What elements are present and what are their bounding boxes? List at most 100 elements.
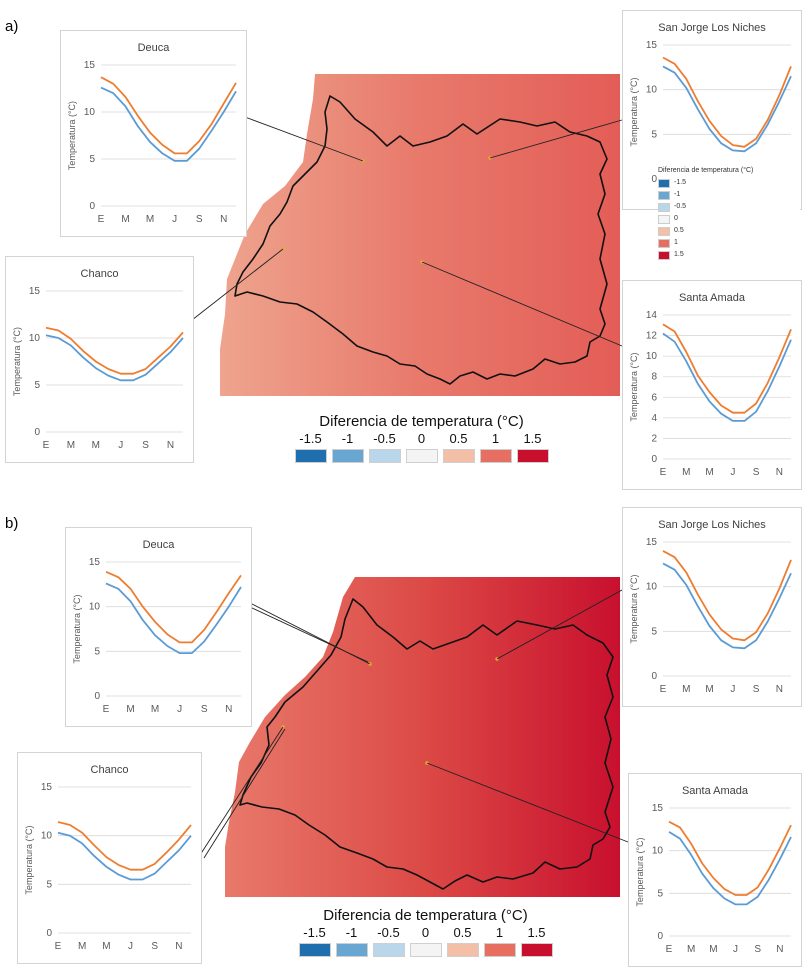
y-tick-label: 0: [94, 691, 100, 702]
legend-label: 0.5: [453, 925, 472, 940]
map-a: [220, 74, 620, 396]
legend-swatch: [331, 449, 364, 463]
legend-label: -1: [345, 925, 358, 940]
mini-legend-row: 0.5: [658, 225, 800, 237]
chart-chanco-a: Chanco 0 5 10 15 E M M J S N Temperatura (°C): [5, 256, 194, 463]
legend-label: 0: [421, 925, 430, 940]
leader-line: [426, 762, 629, 843]
leader-line: [489, 119, 623, 159]
mini-legend-row: -0.5: [658, 201, 800, 213]
series-line: [57, 831, 192, 881]
chart-title: Santa Amada: [679, 292, 746, 304]
mini-legend-swatch: [658, 250, 670, 260]
x-tick-label: S: [754, 944, 761, 955]
x-tick-label: E: [43, 440, 50, 451]
y-tick-label: 2: [651, 433, 657, 444]
x-tick-label: N: [220, 214, 227, 225]
y-tick-label: 0: [651, 671, 657, 682]
y-tick-label: 15: [646, 40, 658, 51]
chart-svg: Chanco 0 5 10 15 E M M J S N Temperatura (°C): [24, 764, 192, 952]
mini-legend-swatch: [658, 226, 670, 236]
x-tick-label: M: [102, 941, 110, 952]
legend-label: -0.5: [373, 431, 396, 446]
x-tick-label: M: [78, 941, 86, 952]
mini-legend-label: -1: [674, 191, 681, 198]
y-tick-label: 4: [651, 413, 657, 424]
y-tick-label: 10: [89, 602, 101, 613]
chart-svg: San Jorge Los Niches051015EMMJSNTemperat…: [629, 22, 792, 198]
series-line: [45, 326, 184, 375]
mini-legend-swatch: [658, 238, 670, 248]
map-b: [225, 577, 620, 897]
x-tick-label: M: [687, 944, 695, 955]
chart-title: Deuca: [138, 42, 171, 54]
series-line: [57, 821, 192, 871]
legend-label: 0: [417, 431, 426, 446]
x-tick-label: M: [67, 440, 75, 451]
x-tick-label: J: [128, 941, 133, 952]
x-tick-label: E: [103, 704, 110, 715]
mini-legend-label: -0.5: [674, 203, 687, 210]
y-tick-label: 5: [94, 646, 100, 657]
x-tick-label: M: [126, 704, 134, 715]
series-line: [662, 332, 792, 422]
y-axis-label: Temperatura (°C): [12, 327, 22, 396]
x-tick-label: E: [55, 941, 62, 952]
leader-line: [199, 726, 284, 856]
region-boundary: [239, 598, 614, 890]
chart-santa-amada-a: Santa Amada 0 2 4 6 8 10 12 14 E M M J S N Temperatura …: [622, 280, 802, 490]
leader-line: [191, 248, 284, 321]
legend-label: -1.5: [303, 925, 326, 940]
x-tick-label: N: [776, 684, 783, 695]
x-tick-label: J: [177, 704, 182, 715]
panel-a-label: a): [5, 18, 19, 35]
y-tick-label: 5: [657, 888, 663, 899]
x-tick-label: M: [146, 214, 154, 225]
chart-svg: Deuca 0 5 10 15 E M M J S N Temperatura (°C): [67, 42, 237, 225]
legend-swatch: [298, 943, 331, 957]
chart-title: Santa Amada: [682, 785, 749, 797]
x-tick-label: M: [705, 467, 713, 478]
chart-title: Chanco: [91, 764, 129, 776]
series-line: [45, 334, 184, 382]
y-tick-label: 5: [651, 129, 657, 140]
y-axis-label: Temperatura (°C): [635, 837, 645, 906]
map-legend-a: Diferencia de temperatura (°C) -1.5 -1 -…: [292, 413, 551, 463]
series-line: [668, 820, 792, 896]
y-tick-label: 15: [646, 537, 658, 548]
legend-swatch: [335, 943, 368, 957]
x-tick-label: M: [121, 214, 129, 225]
series-line: [105, 570, 242, 644]
legend-swatch: [405, 449, 438, 463]
chart-title: San Jorge Los Niches: [658, 22, 766, 34]
legend-swatch: [483, 943, 516, 957]
chart-svg: Santa Amada 0 2 4 6 8 10 12 14 E M M J S N Temperatura …: [629, 292, 792, 478]
mini-legend-row: -1: [658, 189, 800, 201]
chart-svg: Chanco 0 5 10 15 E M M J S N Temperatura (°C): [12, 268, 184, 451]
chart-svg: Deuca 0 5 10 15 E M M J S N Temperatura (°C): [72, 539, 242, 715]
legend-label: 1.5: [523, 431, 542, 446]
x-tick-label: J: [730, 684, 735, 695]
legend-label: -0.5: [377, 925, 400, 940]
x-tick-label: M: [682, 684, 690, 695]
legend-label: -1.5: [299, 431, 322, 446]
y-tick-label: 5: [34, 380, 40, 391]
mini-legend-label: 1: [674, 239, 678, 246]
y-tick-label: 5: [651, 626, 657, 637]
y-tick-label: 10: [646, 582, 658, 593]
x-tick-label: M: [92, 440, 100, 451]
x-tick-label: S: [142, 440, 149, 451]
mini-legend-swatch: [658, 178, 670, 188]
x-tick-label: M: [682, 467, 690, 478]
x-tick-label: J: [172, 214, 177, 225]
y-tick-label: 6: [651, 392, 657, 403]
y-tick-label: 0: [34, 427, 40, 438]
x-tick-label: S: [201, 704, 208, 715]
mini-legend-swatch: [658, 190, 670, 200]
y-tick-label: 5: [89, 154, 95, 165]
y-tick-label: 0: [651, 454, 657, 465]
x-tick-label: J: [118, 440, 123, 451]
y-axis-label: Temperatura (°C): [67, 101, 77, 170]
